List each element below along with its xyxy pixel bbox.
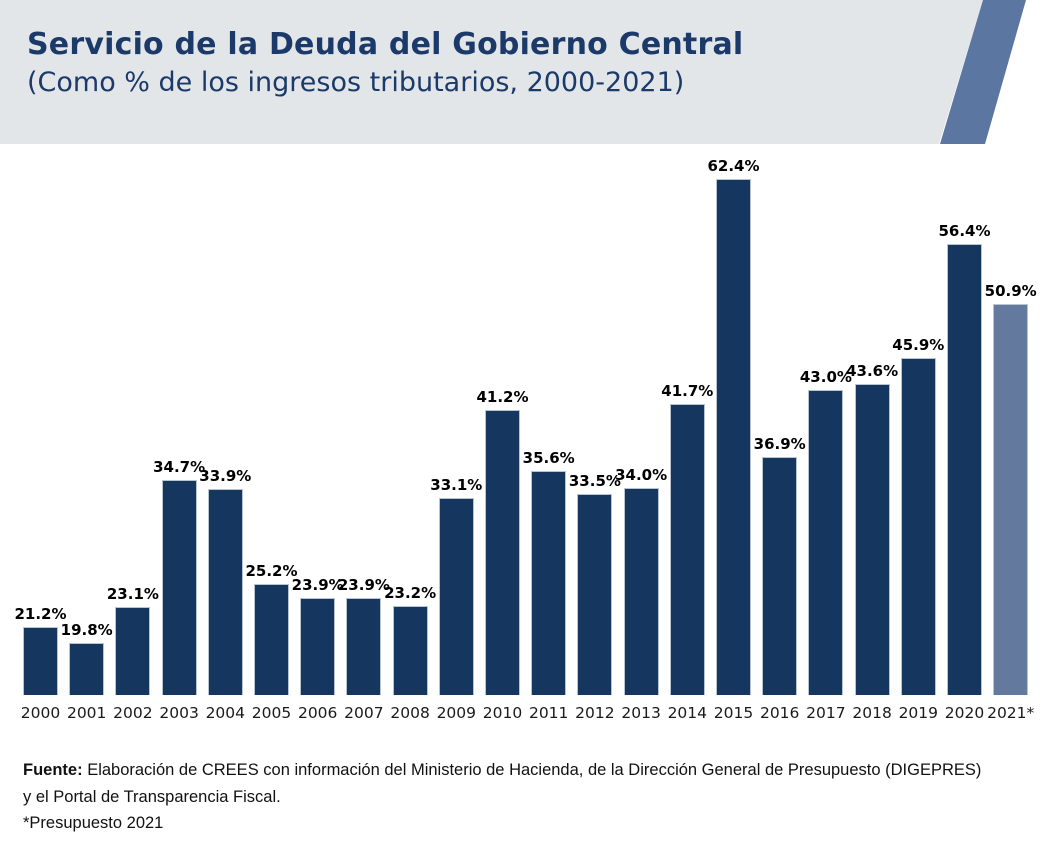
bar-2020 (947, 244, 982, 695)
bar-2011 (531, 471, 567, 695)
bar-value-label: 50.9% (984, 282, 1037, 300)
bar-value-label: 21.2% (14, 605, 67, 623)
bar-value-label: 34.0% (615, 466, 668, 484)
bar-2007 (346, 598, 382, 695)
x-axis-label: 2016 (759, 704, 800, 722)
bar-value-label: 43.0% (799, 368, 852, 386)
bar-value-label: 23.9% (337, 576, 390, 594)
bar-2006 (300, 598, 336, 695)
bar-2021* (993, 304, 1029, 695)
x-axis-label: 2008 (390, 704, 430, 722)
bar-value-label: 36.9% (753, 435, 806, 453)
bar-value-label: 62.4% (707, 157, 760, 175)
x-axis-label: 2005 (251, 704, 292, 722)
bar-value-label: 41.2% (476, 388, 529, 406)
bar-2019 (900, 358, 936, 695)
x-axis-label: 2000 (20, 704, 61, 722)
x-axis-label: 2001 (66, 704, 107, 722)
bar-value-label: 33.1% (430, 476, 483, 494)
x-axis-label: 2013 (621, 704, 661, 722)
bar-2002 (115, 607, 151, 695)
bar-value-label: 35.6% (522, 449, 575, 467)
x-axis-label: 2020 (944, 704, 985, 722)
bar-value-label: 23.2% (384, 584, 437, 602)
bar-2001 (69, 643, 105, 695)
header-band: Servicio de la Deuda del Gobierno Centra… (0, 0, 1053, 144)
x-axis-label: 2010 (482, 704, 523, 722)
bar-value-label: 25.2% (245, 562, 298, 580)
bar-value-label: 56.4% (938, 222, 991, 240)
x-axis-label: 2007 (344, 704, 384, 722)
x-axis-label: 2003 (159, 704, 199, 722)
bar-2016 (762, 457, 798, 695)
x-axis-label: 2017 (806, 704, 846, 722)
x-axis-label: 2009 (436, 704, 477, 722)
bar-2012 (577, 494, 613, 695)
x-axis-label: 2004 (205, 704, 246, 722)
bar-2000 (23, 627, 58, 695)
x-axis-label: 2021* (987, 704, 1035, 722)
source-text: Fuente: Elaboración de CREES con informa… (23, 757, 1039, 810)
bar-2010 (485, 410, 520, 695)
source-note: Fuente: Elaboración de CREES con informa… (23, 757, 1039, 837)
source-label: Fuente: (23, 761, 83, 779)
budget-note: *Presupuesto 2021 (23, 814, 164, 833)
x-axis-label: 2011 (528, 704, 569, 722)
x-axis-label: 2019 (898, 704, 939, 722)
chart-title: Servicio de la Deuda del Gobierno Centra… (27, 27, 744, 62)
x-axis-label: 2015 (713, 704, 754, 722)
bar-value-label: 23.9% (291, 576, 344, 594)
bar-value-label: 43.6% (846, 362, 899, 380)
bar-2017 (808, 390, 844, 695)
bar-2018 (854, 384, 890, 695)
header-band-background (0, 0, 983, 144)
source-line-2: y el Portal de Transparencia Fiscal. (23, 787, 281, 806)
bar-2003 (161, 480, 197, 695)
bar-2015 (716, 179, 751, 695)
bar-value-label: 41.7% (661, 382, 714, 400)
bar-value-label: 19.8% (60, 621, 113, 639)
x-axis-label: 2018 (852, 704, 892, 722)
bar-2008 (392, 606, 428, 695)
bar-2004 (207, 489, 243, 695)
bar-2014 (669, 404, 705, 695)
bar-2009 (438, 498, 474, 695)
bar-value-label: 33.9% (199, 467, 252, 485)
x-axis-label: 2002 (113, 704, 153, 722)
bar-value-label: 34.7% (153, 458, 206, 476)
bar-value-label: 33.5% (568, 472, 621, 490)
bar-2005 (254, 584, 289, 695)
bar-value-label: 45.9% (892, 336, 945, 354)
x-axis-label: 2006 (297, 704, 338, 722)
bar-value-label: 23.1% (106, 585, 159, 603)
source-line-1: Elaboración de CREES con información del… (87, 761, 982, 779)
x-axis-label: 2012 (575, 704, 615, 722)
x-axis-label: 2014 (667, 704, 708, 722)
chart-subtitle: (Como % de los ingresos tributarios, 200… (27, 67, 685, 98)
bar-2013 (623, 488, 659, 695)
header-titles: Servicio de la Deuda del Gobierno Centra… (27, 27, 743, 98)
